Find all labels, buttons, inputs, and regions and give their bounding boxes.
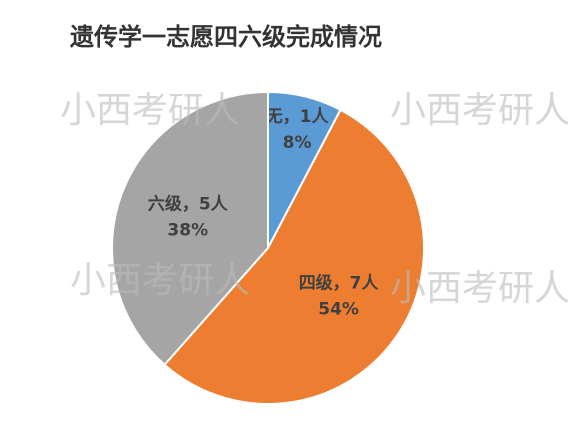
percent-label: 38%	[167, 221, 208, 241]
pie-slice	[111, 90, 269, 367]
data-label: 无，1人	[265, 107, 330, 127]
chart-title: 遗传学一志愿四六级完成情况	[69, 23, 382, 51]
pie-slice	[163, 108, 425, 405]
percent-label: 8%	[283, 133, 312, 153]
watermark: 小西考研人	[70, 260, 250, 301]
data-label: 四级，7人	[299, 273, 380, 294]
percent-label: 54%	[318, 300, 359, 320]
watermark: 小西考研人	[390, 90, 570, 131]
watermark: 小西考研人	[60, 90, 240, 131]
data-label: 六级，5人	[148, 194, 229, 215]
watermark: 小西考研人	[390, 268, 570, 309]
